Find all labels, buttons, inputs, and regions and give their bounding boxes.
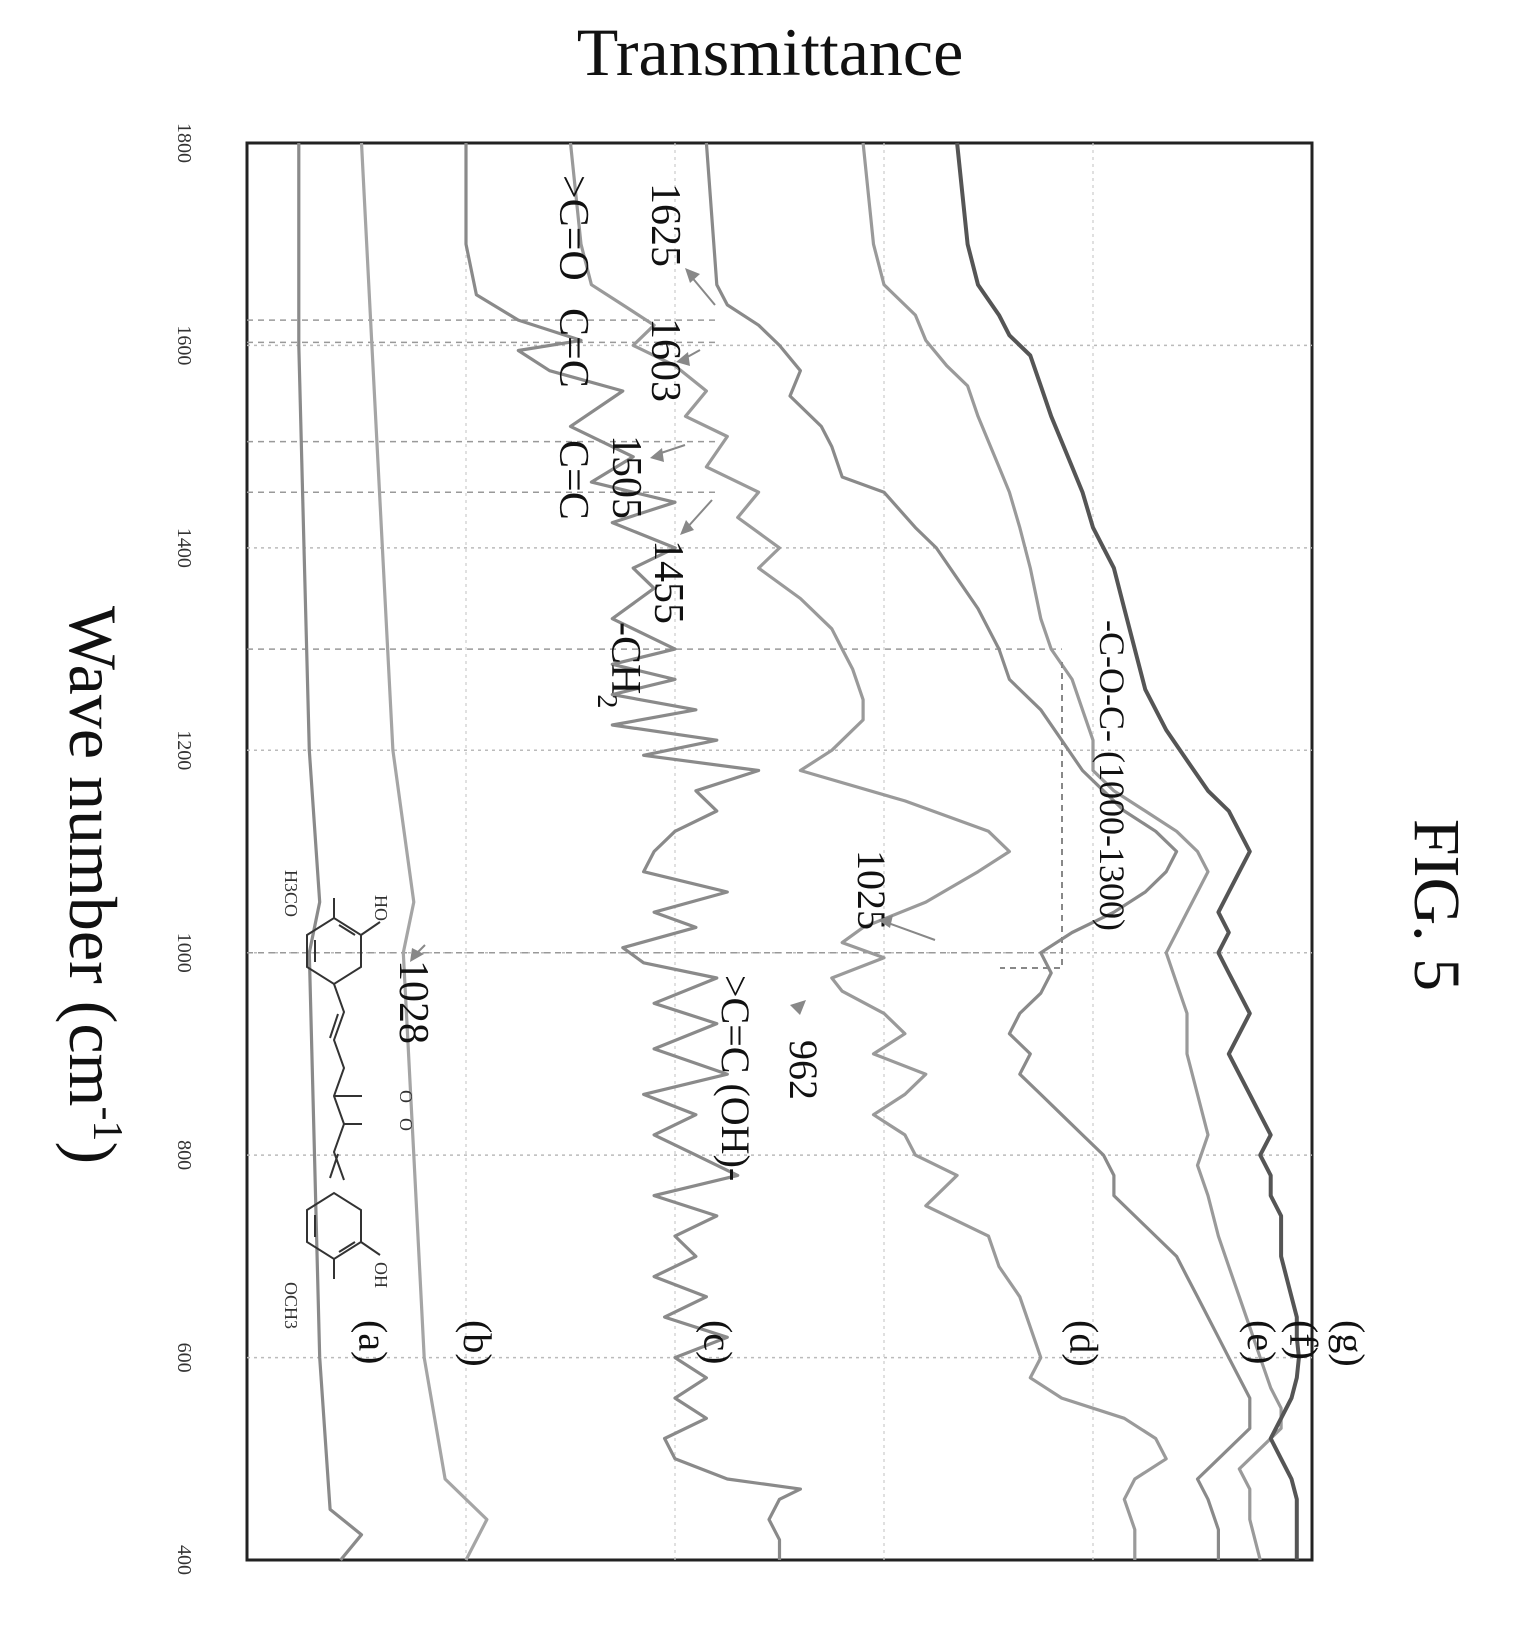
peak-1625-arrow [689,274,716,306]
co-label: >C=O [550,175,596,281]
ch2-text: -CH [602,622,648,694]
x-tick-label: 400 [173,1545,195,1575]
peak-1455-arrowhead [680,520,694,535]
x-axis-label: Wave number (cm-1) [55,606,131,1164]
cc2-label: C=C [550,440,596,520]
x-tick-label: 600 [173,1343,195,1373]
x-axis-label-sup: -1 [84,1106,130,1141]
peak-1625-label: 1625 [642,183,688,267]
peak-1603-arrowhead [676,352,690,366]
series-labels: (a) (b) (c) (d) (e)(f) (g) [351,1320,1373,1367]
series-label: (d) [1061,1320,1106,1367]
ho-label: HO [371,895,391,921]
x-tick-label: 1800 [173,123,195,163]
coc-bracket [1000,662,1063,969]
series-line-b [359,142,489,1561]
peak-1505-arrowhead [650,448,664,462]
series-label: (c) [696,1320,741,1364]
peak-1025-label: 1025 [849,850,894,930]
peak-1505-label: 1505 [603,435,649,519]
oh-bond [360,1241,381,1256]
ch2-label: -CH2 [591,622,648,708]
x-tick-label: 1000 [173,933,195,973]
x-tick-label: 1400 [173,528,195,568]
y-axis-label: Transmittance [577,14,964,90]
peak-1028-arrowhead [410,948,424,962]
peak-1028-label: 1028 [390,960,436,1044]
x-tick-label: 1200 [173,730,195,770]
vertical-gridlines [247,319,1062,954]
series-label: (b) [455,1320,500,1367]
peak-1455-label: 1455 [645,540,691,624]
series-line-f [861,142,1283,1561]
och3-label: OCH3 [281,1282,301,1329]
left-ring-double-bond-2 [338,924,356,936]
peak-962-arrowhead [790,1000,806,1015]
molecule-labels: HO H3CO OH OCH3 O O [281,870,416,1329]
x-axis-label-main: Wave number (cm [55,606,131,1107]
series-line-c [464,143,802,1560]
series-line-d [568,142,1168,1560]
right-ring-double-bond-2 [338,1241,356,1253]
series-line-g [955,142,1301,1560]
x-axis-label-close: ) [55,1141,131,1164]
chain [332,983,346,1181]
figure-label: FIG. 5 [1400,819,1473,991]
series-label: (f) [1281,1320,1326,1360]
series-label: (e) [1239,1320,1284,1364]
x-tick-label: 1600 [173,325,195,365]
o2-label: O [396,1118,416,1131]
spectra [297,142,1301,1562]
x-tick-labels: 1800 1600 1400 1200 1000 800 600 400 [173,123,195,1575]
molecule-structure [306,898,381,1279]
series-line-a [297,143,364,1562]
peak-1025-arrowhead [878,915,893,928]
h3co-label: H3CO [281,870,301,917]
peak-1625-arrowhead [685,268,700,283]
horizontal-gridlines [247,143,1312,1560]
coc-label: -C-O-C- (1000-1300) [1092,620,1132,931]
cc1-label: C=C [550,308,596,388]
x-tick-label: 800 [173,1140,195,1170]
series-label: (g) [1328,1320,1373,1367]
peak-962-label: 962 [781,1040,826,1100]
annotations: -C-O-C- (1000-1300) 1025 962 >C=C (OH)- … [390,175,1132,1181]
oh-label: OH [371,1262,391,1288]
o1-label: O [396,1090,416,1103]
ch2-subscript: 2 [591,694,622,708]
series-label: (a) [351,1320,396,1364]
ccoh-label: >C=C (OH)- [713,975,758,1181]
ho-bond [360,921,381,936]
chain-double-1 [329,1013,339,1039]
series-line-e [704,142,1252,1560]
chain-double-2 [329,1153,339,1179]
